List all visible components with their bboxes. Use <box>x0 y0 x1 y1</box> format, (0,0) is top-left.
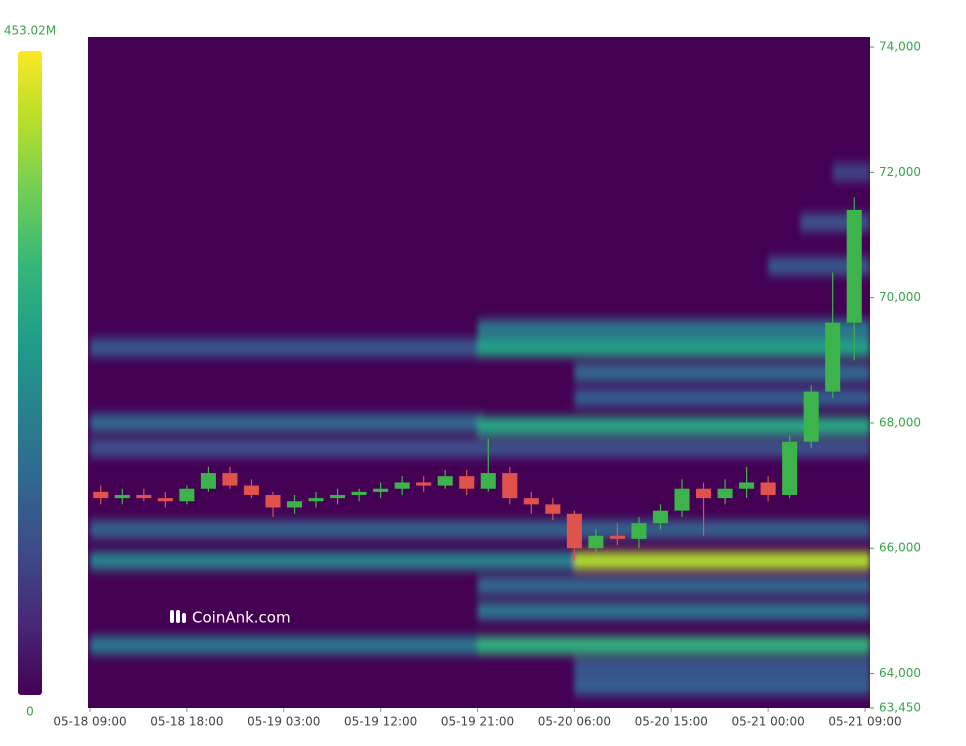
heat-band <box>90 438 870 457</box>
candle-body <box>437 476 453 486</box>
x-tick-label: 05-20 06:00 <box>538 715 611 729</box>
candle-body <box>674 488 690 511</box>
colorbar <box>18 51 42 695</box>
colorbar-label: 453.02M <box>4 24 56 38</box>
candle-body <box>803 391 819 442</box>
candle-body <box>696 488 712 499</box>
candle-body <box>93 491 109 499</box>
watermark-text: CoinAnk.com <box>192 609 291 627</box>
heat-band <box>574 363 870 382</box>
heat-band <box>574 658 870 677</box>
watermark: CoinAnk.com <box>170 609 291 627</box>
x-tick-label: 05-19 12:00 <box>344 715 417 729</box>
candle-body <box>136 494 152 499</box>
candle-body <box>394 482 410 489</box>
heat-band <box>574 388 870 407</box>
heat-band <box>477 576 870 595</box>
candle-body <box>222 473 238 486</box>
candle-body <box>717 488 733 499</box>
candle-body <box>114 494 130 499</box>
candle-body <box>459 476 475 489</box>
heat-band <box>832 163 870 182</box>
axes: 63,450 64,000 66,000 68,000 70,000 72,000 74,0… <box>4 24 921 729</box>
candle-body <box>825 322 841 392</box>
candle-body <box>265 494 281 508</box>
candle-body <box>545 504 561 514</box>
candle-body <box>373 488 389 492</box>
candle-body <box>782 441 798 495</box>
heat-band <box>90 636 483 655</box>
x-tick-label: 05-18 18:00 <box>150 715 223 729</box>
candle-body <box>351 491 367 495</box>
candle-body <box>502 473 518 499</box>
candle-body <box>330 494 346 499</box>
colorbar-label: 0 <box>26 705 34 719</box>
heat-band <box>768 257 870 276</box>
heatmap <box>90 163 870 696</box>
candle-body <box>179 488 195 502</box>
candle-body <box>243 485 259 495</box>
candle-body <box>480 473 496 489</box>
candle-body <box>523 498 539 505</box>
heat-band <box>90 413 483 432</box>
y-tick-label: 66,000 <box>879 541 921 555</box>
y-tick-label: 70,000 <box>879 290 921 304</box>
heat-band <box>477 417 870 436</box>
x-tick-label: 05-21 09:00 <box>828 715 901 729</box>
heat-band <box>477 636 870 655</box>
candle-body <box>760 482 776 495</box>
heat-band <box>90 551 580 570</box>
heat-band <box>574 551 870 570</box>
heat-band <box>90 338 483 357</box>
heat-band <box>477 601 870 620</box>
y-tick-label: 74,000 <box>879 40 921 54</box>
x-tick-label: 05-19 03:00 <box>247 715 320 729</box>
heat-band <box>90 520 870 539</box>
y-tick-label: 68,000 <box>879 415 921 429</box>
candle-body <box>286 501 303 508</box>
candle-body <box>416 482 432 486</box>
candle-body <box>200 473 216 489</box>
candles <box>93 197 862 561</box>
heat-band <box>477 338 870 357</box>
candle-body <box>308 498 324 502</box>
x-tick-label: 05-19 21:00 <box>441 715 514 729</box>
candle-body <box>588 535 604 549</box>
y-tick-label: 64,000 <box>879 666 921 680</box>
candle-body <box>846 209 862 323</box>
candle-body <box>566 513 582 549</box>
candle-body <box>157 498 173 502</box>
candle-body <box>739 482 755 489</box>
candle-body <box>609 535 625 539</box>
y-tick-label: 72,000 <box>879 165 921 179</box>
heat-band <box>477 319 870 338</box>
y-tick-label: 63,450 <box>879 701 921 715</box>
x-tick-label: 05-21 00:00 <box>731 715 804 729</box>
candle-body <box>631 523 647 539</box>
heat-band <box>574 677 870 696</box>
candle-body <box>652 510 669 524</box>
x-tick-label: 05-18 09:00 <box>53 715 126 729</box>
x-tick-label: 05-20 15:00 <box>635 715 708 729</box>
